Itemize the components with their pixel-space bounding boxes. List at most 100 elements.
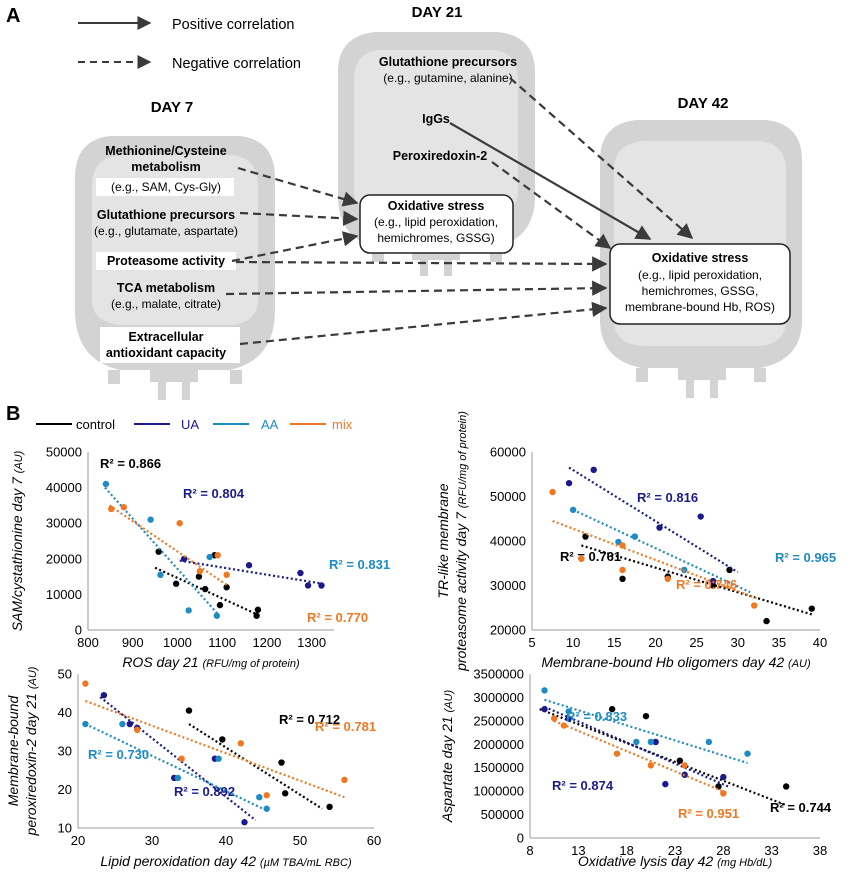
x-axis-label: ROS day 21 (RFU/mg of protein) (122, 654, 300, 670)
x-axis-label-unit: (mg Hb/dL) (717, 857, 772, 869)
data-point-ua (304, 582, 312, 589)
data-point-ua (590, 466, 597, 473)
series-control: R² = 0.744 (539, 705, 832, 815)
data-point-aa (633, 738, 640, 746)
data-point-mix (619, 542, 626, 549)
y-tick-label: 10000 (46, 587, 82, 602)
data-point-mix (176, 520, 183, 527)
data-point-aa (263, 805, 270, 812)
data-point-ua (662, 780, 669, 788)
data-point-control (282, 790, 289, 797)
data-point-control (155, 548, 162, 555)
y-tick-label: 30 (58, 744, 72, 759)
r2-label-ua: R² = 0.874 (552, 778, 614, 793)
x-axis-label-main: Lipid peroxidation day 42 (100, 853, 260, 869)
data-point-mix (82, 680, 89, 687)
data-point-mix (214, 552, 221, 559)
y-axis-label-line2: proteasome activity day 7 (453, 508, 469, 672)
y-axis-label-line2: peroxiredoxin-2 day 21 (23, 689, 39, 836)
x-tick-label: 30 (145, 833, 159, 848)
arrow-tca-to-day42-stress (225, 280, 608, 296)
r2-label-mix: R² = 0.781 (315, 719, 376, 734)
y-axis-label-main: SAM/cystathionine day 7 (9, 473, 25, 631)
day7-item-5-title2: antioxidant capacity (106, 346, 226, 360)
day42-box-title: Oxidative stress (652, 251, 749, 265)
y-axis-label-main: Aspartate day 21 (439, 712, 455, 823)
y-tick-label: 50000 (490, 489, 526, 504)
y-tick-label: 3000000 (473, 690, 524, 705)
trendline-mix (85, 699, 345, 799)
x-tick-label: 8 (526, 843, 533, 858)
x-tick-label: 28 (716, 843, 730, 858)
arrow-methionine-to-day21-stress (237, 166, 359, 207)
legend-mix-label: mix (332, 417, 353, 432)
data-point-aa (213, 612, 221, 619)
y-axis-label: Aspartate day 21 (AU) (439, 689, 455, 823)
day7-item-4-title: TCA metabolism (117, 281, 215, 295)
data-point-control (185, 707, 193, 714)
day7-blood-bag: DAY 7 Methionine/Cysteine metabolism (e.… (75, 99, 275, 400)
data-point-mix (341, 776, 348, 784)
data-point-aa (744, 750, 751, 757)
data-point-aa (102, 480, 110, 488)
data-point-control (278, 759, 285, 766)
y-tick-label: 1000000 (473, 784, 524, 799)
r2-label-control: R² = 0.866 (100, 456, 161, 471)
y-tick-label: 30000 (46, 516, 82, 531)
panel-a: A Positive correlation Negative correlat… (6, 4, 802, 400)
r2-label-mix: R² = 0.746 (676, 577, 737, 592)
series-aa: R² = 0.730 (82, 720, 270, 812)
data-point-aa (705, 738, 713, 746)
legend-ua-label: UA (181, 417, 199, 432)
data-point-aa (185, 607, 192, 614)
data-point-control (608, 705, 616, 713)
data-point-control (223, 584, 230, 591)
legend-control-label: control (76, 417, 115, 432)
x-tick-label: 1000 (163, 635, 192, 650)
data-point-mix (196, 568, 204, 575)
x-tick-label: 33 (764, 843, 778, 858)
day21-oxidative-stress-box (359, 194, 514, 254)
day42-box-line3: membrane-bound Hb, ROS) (625, 300, 775, 314)
day21-title: DAY 21 (412, 4, 463, 21)
day7-item-1-sub: (e.g., SAM, Cys-Gly) (111, 180, 221, 194)
series-mix: R² = 0.951 (550, 715, 739, 821)
data-point-control (254, 606, 262, 613)
y-axis-label-line1: TR-like membrane (435, 483, 451, 598)
data-point-aa (157, 571, 164, 579)
trendline-control (188, 723, 323, 810)
negative-legend-label: Negative correlation (172, 56, 301, 72)
y-tick-label: 20 (58, 782, 72, 797)
data-point-control (219, 736, 226, 743)
x-tick-label: 10 (566, 635, 580, 650)
r2-label-aa: R² = 0.833 (566, 709, 627, 724)
series-aa: R² = 0.831 (102, 480, 390, 619)
y-tick-label: 10 (58, 821, 72, 836)
y-tick-label: 30000 (490, 578, 526, 593)
trendline-aa (84, 723, 264, 810)
y-tick-label: 40000 (46, 480, 82, 495)
data-point-ua (697, 513, 704, 520)
arrow-glutathione7-to-day21-stress (239, 210, 359, 226)
positive-legend-label: Positive correlation (172, 17, 295, 33)
r2-label-mix: R² = 0.770 (307, 610, 368, 625)
data-point-mix (720, 790, 727, 797)
panel-b: B control UA AA mix 800 900 1000 1100 1200 13… (5, 403, 836, 869)
day7-item-1-title2: metabolism (131, 160, 200, 174)
data-point-ua (656, 524, 663, 531)
day21-box-title: Oxidative stress (388, 199, 485, 213)
series-ua: R² = 0.816 (565, 466, 739, 585)
day42-box-line2: hemichromes, GSSG, (642, 284, 759, 298)
arrow-glutathione21-to-day42-stress (509, 77, 694, 240)
trendline-aa (572, 508, 751, 594)
data-point-mix (664, 575, 671, 583)
legend-aa-label: AA (261, 417, 279, 432)
arrow-proteasome-to-day42-stress (235, 256, 608, 272)
trendline-ua (179, 559, 323, 585)
data-point-ua (126, 720, 133, 728)
y-axis-label-unit: (AU) (443, 689, 455, 712)
series-aa: R² = 0.833 (541, 687, 751, 765)
x-tick-label: 25 (689, 635, 703, 650)
